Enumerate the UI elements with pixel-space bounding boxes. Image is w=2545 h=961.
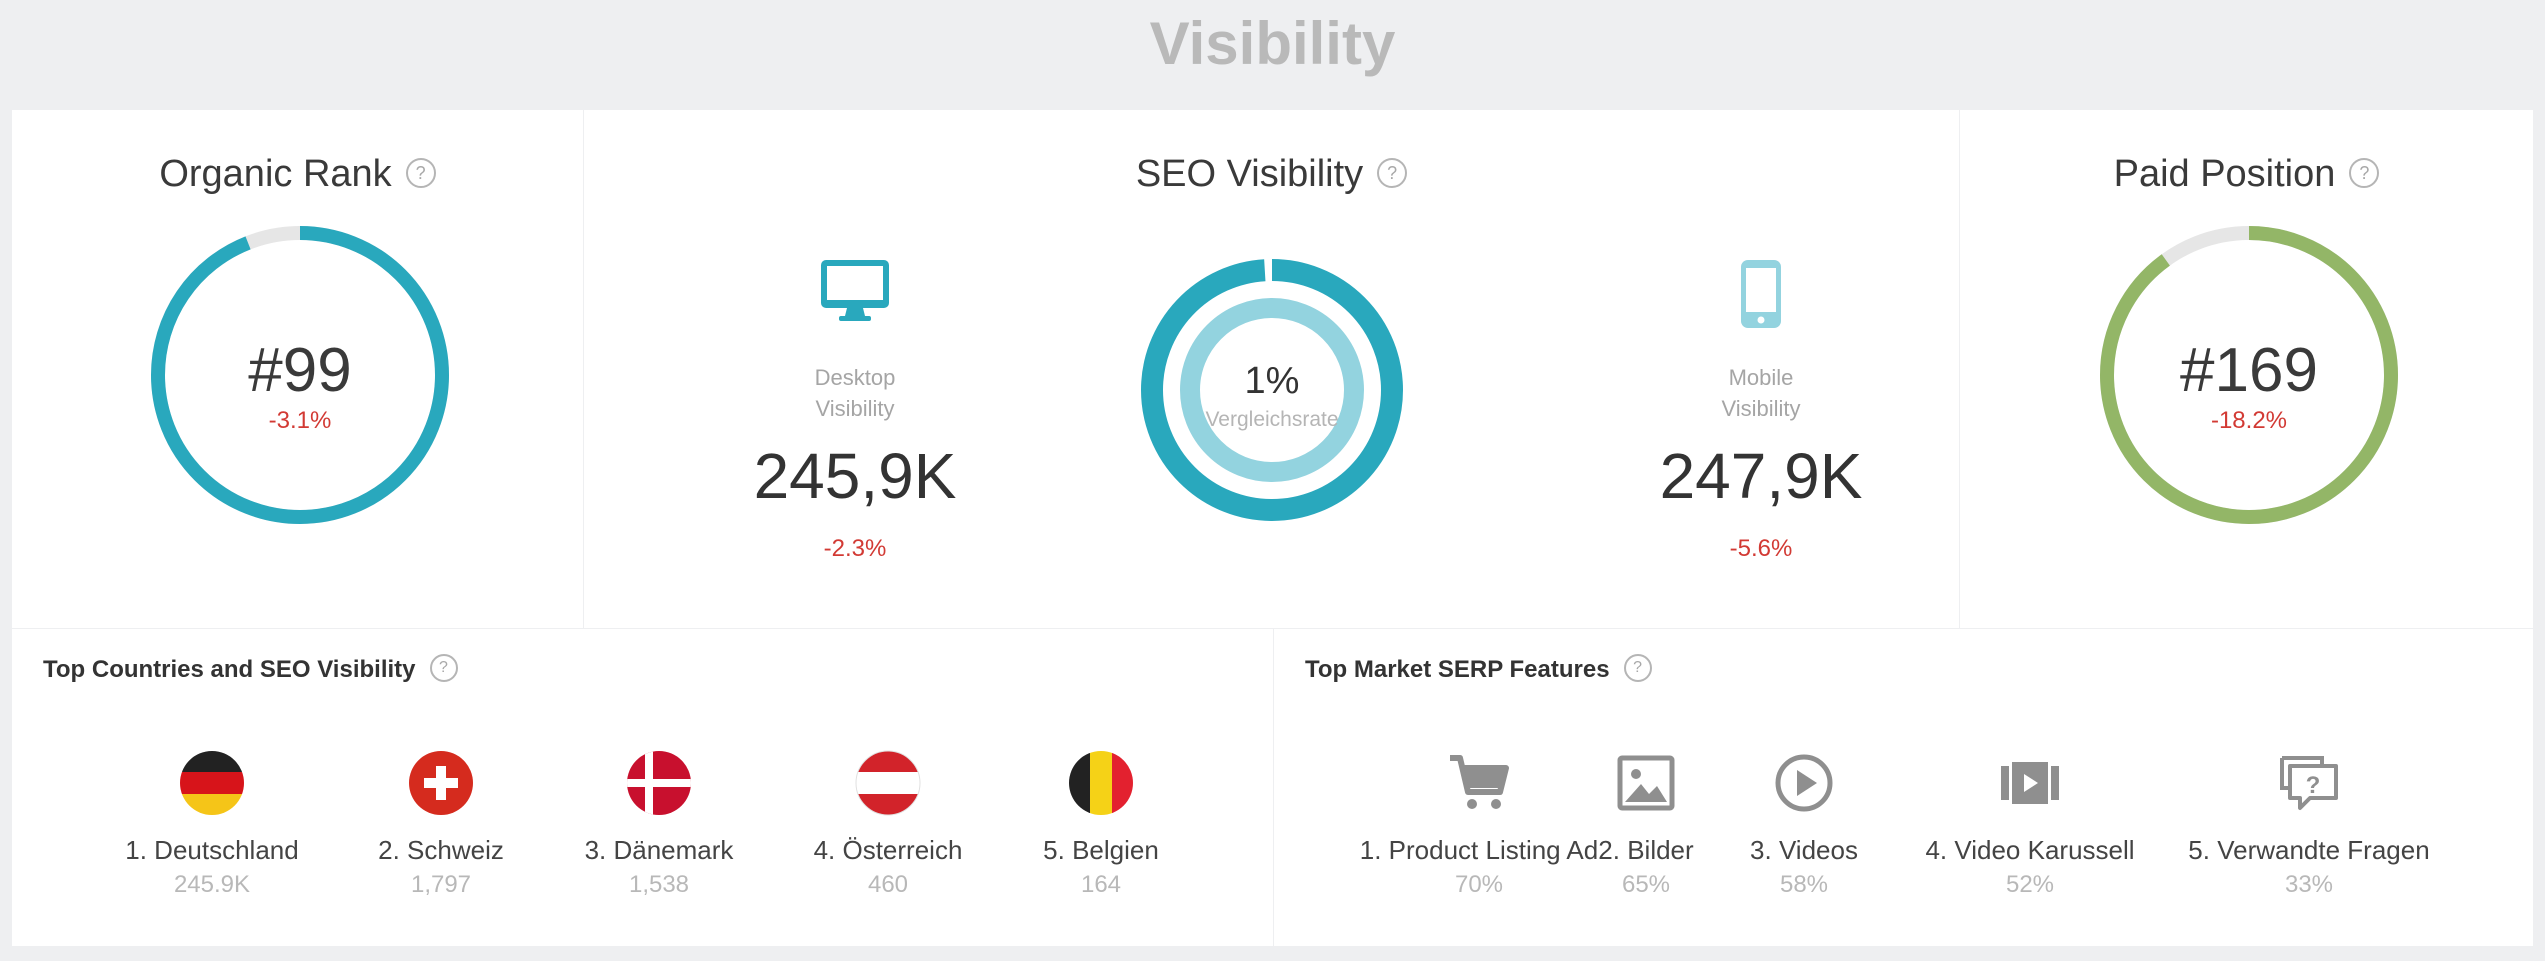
country-label: 4. Österreich — [813, 835, 963, 865]
serp-feature-item[interactable]: 1. Product Listing Ad 70% — [1349, 750, 1609, 900]
help-icon[interactable]: ? — [1377, 157, 1408, 188]
svg-text:?: ? — [2306, 772, 2321, 799]
desktop-label-line1: Desktop — [814, 365, 896, 390]
country-label: 3. Dänemark — [584, 835, 734, 865]
austria-flag-icon — [855, 750, 921, 816]
organic-rank-card: Organic Rank? #99 -3.1% — [12, 110, 583, 628]
serp-feature-value: 58% — [1779, 871, 1829, 898]
country-list: 1. Deutschland 245.9K 2. Schweiz 1,797 3… — [12, 629, 1273, 946]
help-icon[interactable]: ? — [1623, 653, 1652, 682]
ring-progress — [151, 226, 449, 524]
belgium-flag-icon — [1069, 751, 1133, 815]
serp-feature-list: 1. Product Listing Ad 70% 2. Bilder 65% … — [1274, 629, 2533, 946]
serp-feature-item[interactable]: ? 5. Verwandte Fragen 33% — [2159, 750, 2459, 900]
comparison-center: 1% Vergleichsrate — [1140, 358, 1404, 434]
switzerland-flag-icon — [409, 751, 473, 815]
seo-visibility-card: SEO Visibility? Desktop Visibility 245,9… — [584, 110, 1959, 628]
serp-feature-label: 2. Bilder — [1598, 835, 1694, 865]
denmark-flag-icon — [627, 751, 691, 815]
organic-rank-ring — [151, 226, 449, 524]
country-item[interactable]: 4. Österreich 460 — [758, 750, 1018, 900]
comparison-inner-ring — [1180, 298, 1364, 482]
help-icon[interactable]: ? — [2349, 157, 2380, 188]
country-value: 460 — [867, 871, 909, 898]
country-item[interactable]: 1. Deutschland 245.9K — [82, 750, 342, 900]
organic-rank-title: Organic Rank — [159, 153, 392, 195]
organic-rank-heading: Organic Rank? — [12, 150, 583, 198]
desktop-visibility-value: 245,9K — [753, 440, 957, 512]
country-label: 1. Deutschland — [125, 835, 299, 865]
mobile-label-line1: Mobile — [1728, 365, 1794, 390]
country-label: 2. Schweiz — [378, 835, 504, 865]
help-icon[interactable]: ? — [405, 157, 436, 188]
serp-feature-label: 3. Videos — [1750, 835, 1858, 865]
paid-position-card: Paid Position? #169 -18.2% — [1960, 110, 2533, 628]
page-title: Visibility — [1149, 10, 1396, 77]
mobile-visibility: Mobile Visibility 247,9K -5.6% — [1631, 258, 1891, 564]
paid-position-title: Paid Position — [2113, 153, 2336, 195]
mobile-icon — [1741, 260, 1781, 328]
ring-progress — [2100, 226, 2398, 524]
serp-feature-item[interactable]: 2. Bilder 65% — [1566, 750, 1726, 900]
country-value: 245.9K — [173, 871, 251, 898]
comparison-label: Vergleichsrate — [1205, 408, 1339, 431]
comparison-ring-gap — [1175, 293, 1369, 487]
mobile-visibility-value: 247,9K — [1659, 440, 1863, 512]
top-countries-heading: Top Countries and SEO Visibility? — [43, 653, 458, 685]
seo-visibility-heading: SEO Visibility? — [584, 150, 1959, 198]
serp-features-heading: Top Market SERP Features? — [1305, 653, 1652, 685]
question-bubble-icon: ? — [2280, 756, 2338, 810]
desktop-icon — [821, 260, 889, 321]
country-label: 5. Belgien — [1043, 835, 1159, 865]
comparison-ring — [1141, 259, 1403, 521]
desktop-label-line2: Visibility — [815, 396, 895, 421]
serp-features-card: Top Market SERP Features? 1. Product Lis… — [1274, 629, 2533, 946]
mobile-visibility-change: -5.6% — [1729, 535, 1793, 562]
serp-features-title: Top Market SERP Features — [1305, 656, 1610, 683]
image-icon — [1617, 755, 1675, 811]
paid-position-heading: Paid Position? — [1960, 150, 2533, 198]
serp-feature-label: 1. Product Listing Ad — [1359, 835, 1599, 865]
paid-position-ring — [2100, 226, 2398, 524]
country-value: 164 — [1080, 871, 1122, 898]
comparison-value: 1% — [1244, 360, 1300, 402]
serp-feature-item[interactable]: 4. Video Karussell 52% — [1900, 750, 2160, 900]
desktop-visibility: Desktop Visibility 245,9K -2.3% — [725, 258, 985, 564]
serp-feature-value: 70% — [1454, 871, 1504, 898]
country-value: 1,797 — [410, 871, 472, 898]
paid-position-center: #169 -18.2% — [2096, 336, 2402, 436]
country-item[interactable]: 5. Belgien 164 — [971, 750, 1231, 900]
play-icon — [1775, 754, 1833, 812]
serp-feature-item[interactable]: 3. Videos 58% — [1729, 750, 1879, 900]
help-icon[interactable]: ? — [429, 653, 458, 682]
paid-position-change: -18.2% — [2210, 407, 2288, 434]
serp-feature-value: 52% — [2005, 871, 2055, 898]
video-carousel-icon — [2001, 762, 2059, 804]
organic-rank-value: #99 — [248, 336, 352, 405]
serp-feature-label: 4. Video Karussell — [1925, 835, 2135, 865]
country-item[interactable]: 3. Dänemark 1,538 — [529, 750, 789, 900]
country-item[interactable]: 2. Schweiz 1,797 — [311, 750, 571, 900]
paid-position-value: #169 — [2180, 336, 2318, 405]
serp-feature-label: 5. Verwandte Fragen — [2188, 835, 2430, 865]
organic-rank-center: #99 -3.1% — [147, 336, 453, 436]
top-countries-card: Top Countries and SEO Visibility? 1. Deu… — [12, 629, 1273, 946]
country-value: 1,538 — [628, 871, 690, 898]
serp-feature-value: 65% — [1621, 871, 1671, 898]
comparison-outer-ring — [1141, 259, 1403, 521]
top-countries-title: Top Countries and SEO Visibility — [43, 656, 416, 683]
germany-flag-icon — [180, 751, 244, 815]
shopping-cart-icon — [1450, 755, 1509, 809]
desktop-visibility-change: -2.3% — [823, 535, 887, 562]
organic-rank-change: -3.1% — [268, 407, 332, 434]
seo-visibility-title: SEO Visibility — [1135, 153, 1364, 195]
serp-feature-value: 33% — [2284, 871, 2334, 898]
mobile-label-line2: Visibility — [1721, 396, 1801, 421]
